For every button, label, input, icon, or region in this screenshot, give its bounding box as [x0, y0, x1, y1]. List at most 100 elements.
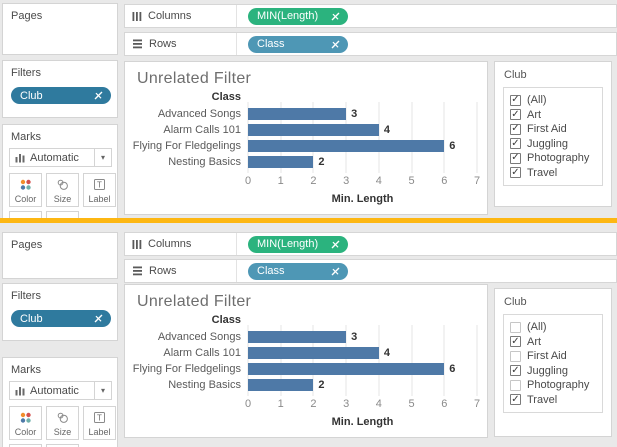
- columns-shelf[interactable]: Columns MIN(Length): [124, 4, 617, 28]
- category-label[interactable]: Alarm Calls 101: [163, 124, 241, 136]
- marks-extra-button[interactable]: [46, 444, 79, 447]
- chevron-down-icon[interactable]: ▾: [94, 382, 111, 399]
- bar[interactable]: [248, 331, 347, 343]
- filter-card-title: Club: [504, 69, 527, 81]
- filter-checkbox-row[interactable]: Photography: [510, 378, 598, 393]
- filter-checkbox-row[interactable]: ✓ Juggling: [510, 364, 598, 379]
- category-label[interactable]: Nesting Basics: [168, 379, 241, 391]
- category-label[interactable]: Nesting Basics: [168, 156, 241, 168]
- filter-checkbox-row[interactable]: ✓ (All): [510, 93, 598, 108]
- size-button[interactable]: Size: [46, 173, 79, 207]
- bar-value-label: 3: [351, 108, 358, 120]
- x-axis-tick: 7: [473, 398, 481, 410]
- marks-extra-button[interactable]: [46, 211, 79, 218]
- filter-checkbox-row[interactable]: ✓ First Aid: [510, 122, 598, 137]
- columns-pill-min-length[interactable]: MIN(Length): [248, 7, 348, 25]
- marks-extra-button[interactable]: [9, 211, 42, 218]
- size-icon: [56, 174, 69, 195]
- columns-shelf-label: Columns: [148, 238, 192, 250]
- columns-shelf[interactable]: Columns MIN(Length): [124, 232, 617, 256]
- filter-checkbox-row[interactable]: ✓ Art: [510, 108, 598, 123]
- x-axis-tick: 1: [277, 175, 284, 187]
- mark-type-dropdown[interactable]: Automatic ▾: [9, 381, 112, 400]
- filter-pill-club[interactable]: Club: [11, 310, 111, 327]
- columns-pill-min-length[interactable]: MIN(Length): [248, 235, 348, 253]
- filter-checkbox-row[interactable]: ✓ Photography: [510, 151, 598, 166]
- chevron-down-icon[interactable]: ▾: [94, 149, 111, 166]
- checkbox-checked[interactable]: ✓: [510, 364, 521, 377]
- size-button[interactable]: Size: [46, 406, 79, 440]
- checkbox-checked[interactable]: ✓: [510, 94, 521, 106]
- bar-chart: Class Advanced Songs 3 Alarm Calls 101 4 Flyi…: [125, 91, 487, 205]
- worksheet-view-bottom: Pages Filters Club Marks Automatic ▾ Col…: [0, 223, 617, 447]
- rows-shelf-label: Rows: [149, 265, 177, 277]
- checkbox-label: (All): [527, 94, 547, 107]
- color-button[interactable]: Color: [9, 406, 42, 440]
- filter-excluded-icon: [93, 313, 104, 324]
- rows-shelf[interactable]: Rows Class: [124, 259, 617, 283]
- checkbox-checked[interactable]: ✓: [510, 137, 521, 150]
- filter-checkbox-row[interactable]: (All): [510, 320, 598, 335]
- mark-type-dropdown[interactable]: Automatic ▾: [9, 148, 112, 167]
- filter-pill-club[interactable]: Club: [11, 87, 111, 104]
- filters-shelf[interactable]: Filters Club: [2, 283, 118, 341]
- x-axis-label: Min. Length: [331, 416, 394, 428]
- bar[interactable]: [248, 124, 379, 136]
- checkbox-checked[interactable]: ✓: [510, 152, 521, 164]
- rows-pill-class[interactable]: Class: [248, 262, 348, 280]
- marks-extra-button[interactable]: [9, 444, 42, 447]
- checkbox-unchecked[interactable]: [510, 321, 521, 333]
- category-label[interactable]: Advanced Songs: [157, 108, 241, 120]
- pages-shelf[interactable]: Pages: [2, 3, 118, 55]
- x-axis-tick: 5: [408, 398, 415, 410]
- rows-shelf-label: Rows: [149, 38, 177, 50]
- filter-checkbox-row[interactable]: ✓ Travel: [510, 393, 598, 408]
- checkbox-unchecked[interactable]: [510, 379, 521, 391]
- size-button-label: Size: [53, 194, 72, 204]
- category-label[interactable]: Alarm Calls 101: [163, 347, 241, 359]
- filter-checkbox-row[interactable]: First Aid: [510, 349, 598, 364]
- checkbox-unchecked[interactable]: [510, 350, 521, 362]
- color-icon: [19, 174, 32, 195]
- gridlines: [247, 325, 478, 396]
- bar-value-label: 3: [351, 331, 358, 343]
- label-icon: T: [93, 407, 106, 428]
- filter-checkbox-row[interactable]: ✓ Juggling: [510, 137, 598, 152]
- label-button[interactable]: T Label: [83, 406, 116, 440]
- svg-text:T: T: [97, 414, 102, 423]
- category-label[interactable]: Flying For Fledgelings: [132, 140, 241, 152]
- checkbox-checked[interactable]: ✓: [510, 108, 521, 121]
- filter-checkbox-row[interactable]: ✓ Travel: [510, 166, 598, 181]
- checkbox-label: Art: [527, 108, 542, 121]
- bar[interactable]: [248, 108, 347, 120]
- filters-shelf[interactable]: Filters Club: [2, 60, 118, 118]
- filter-checkbox-row[interactable]: ✓ Art: [510, 335, 598, 350]
- rows-icon: [132, 39, 143, 49]
- bar[interactable]: [248, 156, 314, 168]
- category-label[interactable]: Advanced Songs: [157, 331, 241, 343]
- checkbox-checked[interactable]: ✓: [510, 123, 521, 135]
- bar[interactable]: [248, 347, 379, 359]
- svg-text:T: T: [97, 181, 102, 190]
- bar[interactable]: [248, 379, 314, 391]
- bar-row: Alarm Calls 101 4: [125, 122, 487, 138]
- filter-excluded-icon: [330, 266, 341, 277]
- pages-shelf[interactable]: Pages: [2, 232, 118, 279]
- columns-shelf-label: Columns: [148, 10, 192, 22]
- checkbox-label: Photography: [527, 152, 590, 165]
- checkbox-label: Art: [527, 335, 542, 348]
- x-axis-tick: 1: [277, 398, 284, 410]
- rows-pill-class[interactable]: Class: [248, 35, 348, 53]
- bar-row: Advanced Songs 3: [125, 329, 487, 345]
- category-label[interactable]: Flying For Fledgelings: [132, 363, 241, 375]
- checkbox-checked[interactable]: ✓: [510, 335, 521, 348]
- bar[interactable]: [248, 363, 445, 375]
- bar[interactable]: [248, 140, 445, 152]
- rows-shelf[interactable]: Rows Class: [124, 32, 617, 56]
- checkbox-checked[interactable]: ✓: [510, 393, 521, 406]
- color-button-label: Color: [14, 194, 37, 204]
- x-axis-tick: 2: [310, 175, 317, 187]
- color-button[interactable]: Color: [9, 173, 42, 207]
- checkbox-checked[interactable]: ✓: [510, 166, 521, 179]
- label-button[interactable]: T Label: [83, 173, 116, 207]
